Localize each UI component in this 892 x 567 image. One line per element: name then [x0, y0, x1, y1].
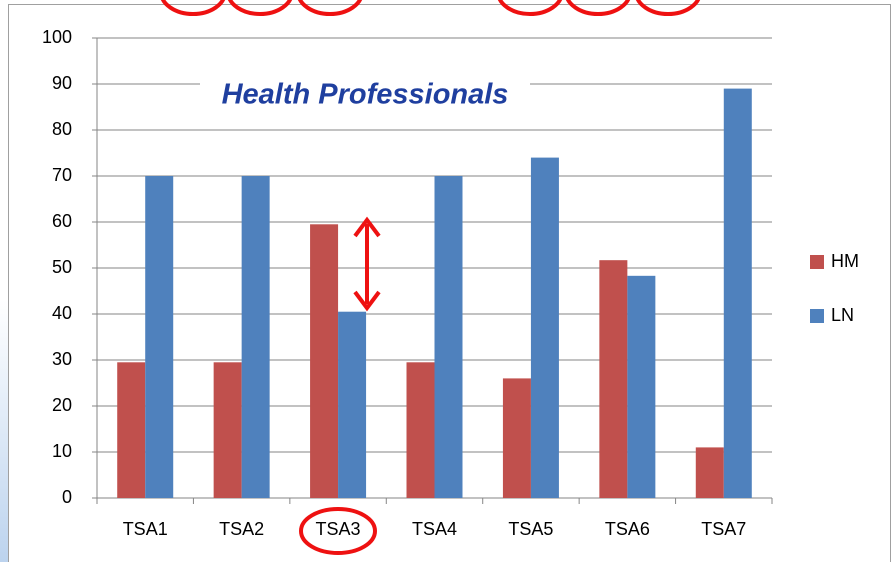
y-tick-label: 30: [52, 349, 72, 369]
bar: [338, 311, 367, 498]
bar: [599, 260, 628, 498]
x-tick-label: TSA7: [701, 519, 746, 539]
annotations: [160, 0, 701, 555]
x-tick-label: TSA6: [605, 519, 650, 539]
x-tick-label: TSA1: [123, 519, 168, 539]
bar: [406, 362, 435, 498]
background-edge: [0, 300, 8, 562]
x-tick-label: TSA2: [219, 519, 264, 539]
x-tick-label: TSA4: [412, 519, 457, 539]
y-tick-label: 10: [52, 441, 72, 461]
title-box: [200, 68, 530, 126]
y-tick-label: 0: [62, 487, 72, 507]
y-tick-label: 100: [42, 27, 72, 47]
legend-label: HM: [831, 251, 859, 271]
bar: [502, 378, 531, 498]
y-tick-label: 50: [52, 257, 72, 277]
x-tick-label: TSA3: [316, 519, 361, 539]
legend-swatch: [810, 255, 824, 269]
bar: [434, 176, 463, 498]
chart-title: Health Professionals: [222, 79, 509, 111]
bar: [145, 176, 174, 498]
bar: [627, 275, 656, 498]
bar: [530, 157, 559, 498]
bar: [213, 362, 242, 498]
y-tick-label: 20: [52, 395, 72, 415]
y-tick-label: 80: [52, 119, 72, 139]
bar: [117, 362, 146, 498]
y-tick-label: 90: [52, 73, 72, 93]
legend-swatch: [810, 309, 824, 323]
bar: [723, 88, 752, 498]
bar: [695, 447, 724, 498]
y-tick-label: 40: [52, 303, 72, 323]
y-tick-label: 70: [52, 165, 72, 185]
bar: [310, 224, 339, 499]
x-tick-label: TSA5: [508, 519, 553, 539]
legend-label: LN: [831, 305, 854, 325]
y-tick-label: 60: [52, 211, 72, 231]
bar: [241, 176, 270, 498]
